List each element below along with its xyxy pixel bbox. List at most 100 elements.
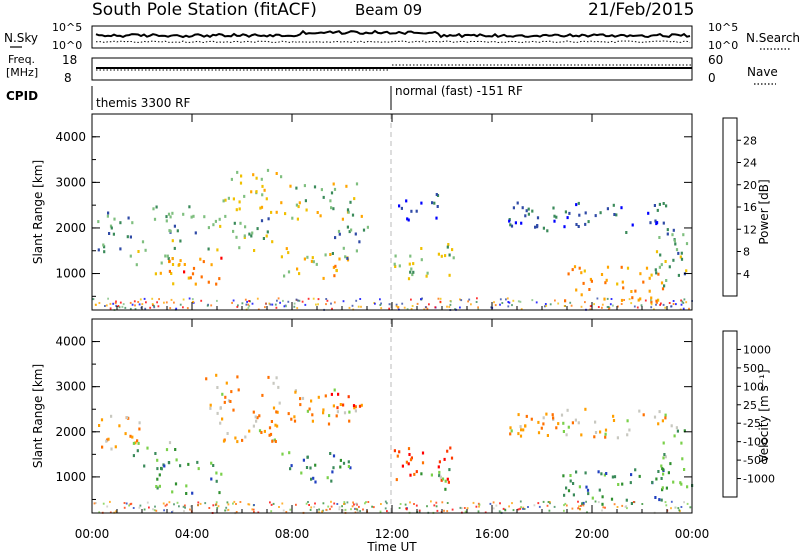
ground-scatter-cell [499, 298, 502, 301]
ground-scatter-cell [285, 305, 287, 308]
ground-scatter-cell [553, 505, 556, 508]
ground-scatter-cell [327, 505, 330, 508]
x-tick-label: 12:00 [375, 527, 410, 541]
data-cell [446, 477, 449, 481]
data-cell [658, 498, 661, 502]
ground-scatter-cell [351, 505, 354, 508]
data-cell [626, 419, 629, 423]
data-cell [152, 207, 155, 211]
ground-scatter-cell [282, 299, 284, 302]
data-cell [227, 399, 231, 403]
data-cell [348, 419, 351, 423]
data-cell [410, 456, 413, 460]
data-cell [657, 422, 660, 426]
ground-scatter-cell [681, 300, 684, 303]
data-cell [299, 397, 302, 401]
ground-scatter-cell [333, 502, 336, 505]
ground-scatter-cell [594, 500, 597, 503]
colorbar-tick-label: 100 [743, 380, 764, 393]
ground-scatter-cell [607, 306, 610, 308]
ground-scatter-cell [410, 308, 413, 310]
ground-scatter-cell [508, 301, 511, 304]
ground-scatter-cell [137, 301, 140, 303]
data-cell [216, 386, 219, 389]
data-cell [179, 239, 182, 243]
ground-scatter-cell [544, 305, 546, 308]
data-cell [509, 223, 512, 227]
data-cell [565, 433, 568, 437]
data-cell [444, 479, 447, 483]
data-cell [105, 439, 108, 443]
cpid-segment-1: themis 3300 RF [96, 96, 190, 110]
y-tick-label: 3000 [55, 380, 86, 394]
data-cell [113, 217, 116, 221]
data-cell [210, 477, 213, 481]
ground-scatter-cell [680, 299, 682, 302]
ground-scatter-cell [636, 306, 639, 309]
data-cell [160, 467, 163, 471]
data-cell [327, 422, 331, 426]
data-cell [625, 231, 628, 234]
ground-scatter-cell [459, 306, 461, 309]
data-cell [311, 256, 314, 260]
data-cell [606, 207, 609, 211]
data-cell [260, 219, 264, 223]
data-cell [185, 484, 188, 488]
data-cell [582, 501, 585, 505]
ground-scatter-cell [246, 300, 248, 303]
ground-scatter-cell [350, 508, 352, 511]
ground-scatter-cell [662, 303, 665, 306]
data-cell [295, 203, 298, 207]
data-cell [420, 258, 423, 262]
data-cell [316, 211, 319, 214]
ground-scatter-cell [330, 505, 333, 508]
ground-scatter-cell [384, 500, 387, 503]
data-cell [185, 492, 188, 495]
data-cell [510, 429, 513, 433]
data-cell [192, 266, 196, 270]
data-cell [290, 464, 293, 468]
data-cell [648, 276, 651, 280]
ground-scatter-cell [239, 501, 242, 503]
data-cell [168, 229, 171, 233]
ground-scatter-cell [418, 511, 421, 514]
data-cell [239, 181, 243, 185]
ground-scatter-cell [215, 501, 218, 504]
beam-label: Beam 09 [355, 1, 422, 19]
data-cell [164, 254, 167, 258]
data-cell [545, 412, 548, 416]
ground-scatter-cell [192, 300, 194, 303]
ground-scatter-cell [268, 302, 271, 305]
ground-scatter-cell [548, 509, 551, 512]
ground-scatter-cell [449, 303, 452, 306]
ground-scatter-cell [563, 509, 565, 512]
data-cell [222, 439, 226, 443]
data-cell [663, 284, 666, 288]
ground-scatter-cell [304, 303, 307, 306]
ground-scatter-cell [409, 501, 411, 504]
ground-scatter-cell [439, 297, 442, 300]
data-cell [238, 246, 241, 250]
ground-scatter-cell [175, 307, 178, 310]
data-cell [165, 219, 168, 223]
data-cell [651, 480, 654, 484]
data-cell [555, 215, 558, 219]
data-cell [319, 214, 322, 218]
data-cell [216, 411, 219, 415]
data-cell [306, 409, 309, 413]
data-cell [227, 196, 230, 200]
ground-scatter-cell [157, 305, 160, 308]
data-cell [452, 256, 455, 260]
ground-scatter-cell [597, 501, 600, 504]
ground-scatter-cell [176, 501, 179, 504]
ground-scatter-cell [472, 501, 475, 504]
ground-scatter-cell [507, 301, 510, 303]
data-cell [639, 272, 642, 276]
ground-scatter-cell [406, 507, 408, 510]
data-cell [336, 410, 339, 414]
data-cell [577, 201, 580, 205]
data-cell [447, 243, 450, 246]
data-cell [642, 280, 645, 284]
data-cell [353, 406, 356, 410]
data-cell [98, 424, 101, 427]
